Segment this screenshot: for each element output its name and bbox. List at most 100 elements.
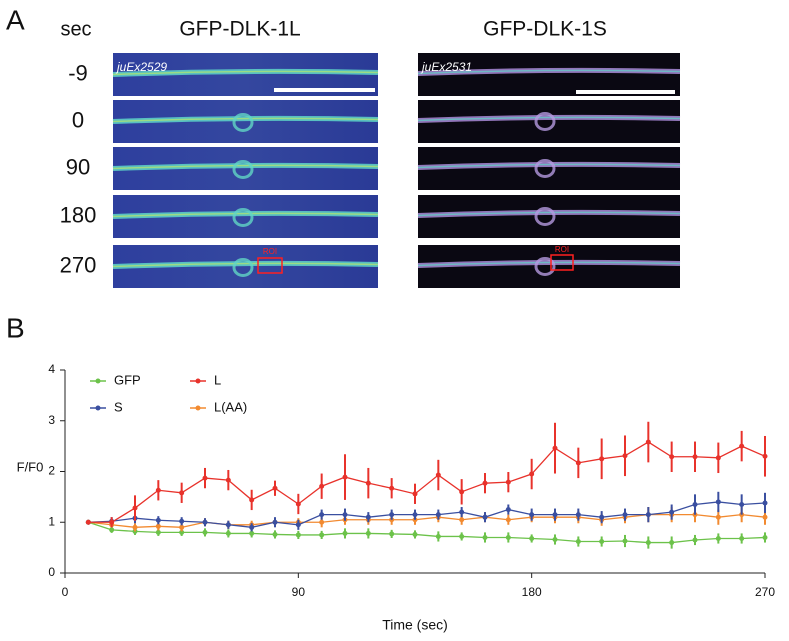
data-point: [272, 531, 278, 537]
data-point: [109, 519, 115, 525]
data-point: [622, 512, 628, 518]
data-point: [365, 530, 371, 536]
data-point: [715, 499, 721, 505]
data-point: [529, 512, 535, 518]
data-point: [249, 530, 255, 536]
data-point: [552, 445, 558, 451]
data-point: [202, 475, 208, 481]
axon-core: [417, 163, 681, 169]
data-point: [482, 480, 488, 486]
data-point: [295, 522, 301, 528]
series-line: [88, 521, 766, 544]
data-point: [155, 517, 161, 523]
data-point: [155, 529, 161, 535]
data-point: [622, 538, 628, 544]
time-header: sec: [60, 18, 91, 40]
y-tick-label: 3: [48, 413, 55, 427]
data-point: [342, 530, 348, 536]
data-point: [249, 524, 255, 530]
data-point: [482, 534, 488, 540]
data-point: [412, 531, 418, 537]
data-point: [155, 487, 161, 493]
data-point: [692, 537, 698, 543]
data-point: [295, 501, 301, 507]
data-point: [272, 519, 278, 525]
data-point: [669, 540, 675, 546]
data-point: [575, 512, 581, 518]
data-point: [295, 532, 301, 538]
data-point: [272, 485, 278, 491]
time-label: -9: [68, 60, 88, 85]
roi-label: ROI: [555, 245, 569, 254]
data-point: [225, 522, 231, 528]
data-point: [575, 460, 581, 466]
data-point: [505, 517, 511, 523]
axon-core: [417, 69, 681, 75]
data-point: [692, 501, 698, 507]
legend-label: L(AA): [214, 399, 247, 414]
data-point: [645, 439, 651, 445]
data-point: [342, 474, 348, 480]
data-point: [459, 533, 465, 539]
y-tick-label: 0: [48, 565, 55, 579]
x-tick-label: 180: [522, 585, 542, 599]
data-point: [669, 454, 675, 460]
data-point: [505, 534, 511, 540]
column-title: GFP-DLK-1S: [483, 18, 607, 41]
axon-core: [112, 262, 379, 268]
data-point: [552, 537, 558, 543]
data-point: [459, 517, 465, 523]
time-label: 90: [66, 154, 90, 179]
data-point: [715, 455, 721, 461]
axon-core: [417, 211, 681, 217]
data-point: [505, 479, 511, 485]
legend-label: L: [214, 372, 221, 387]
x-tick-label: 270: [755, 585, 775, 599]
data-point: [459, 509, 465, 515]
injury-site: [232, 258, 254, 277]
roi-box: [550, 254, 574, 271]
data-point: [739, 535, 745, 541]
time-label: 270: [60, 252, 97, 277]
data-point: [389, 531, 395, 537]
y-tick-label: 4: [48, 362, 55, 376]
data-point: [179, 518, 185, 524]
injury-site: [232, 160, 254, 179]
time-label: 0: [72, 107, 84, 132]
data-point: [599, 456, 605, 462]
data-point: [225, 530, 231, 536]
data-point: [762, 514, 768, 520]
data-point: [435, 472, 441, 478]
data-point: [132, 524, 138, 530]
data-point: [715, 535, 721, 541]
injury-site: [232, 113, 254, 132]
data-point: [365, 514, 371, 520]
data-point: [389, 485, 395, 491]
data-point: [225, 477, 231, 483]
legend-swatch-dot: [95, 405, 101, 411]
data-point: [739, 443, 745, 449]
injury-site: [534, 257, 556, 276]
time-label: 180: [60, 202, 97, 227]
data-point: [319, 512, 325, 518]
legend-swatch-dot: [95, 378, 101, 384]
data-point: [249, 497, 255, 503]
data-point: [179, 524, 185, 530]
data-point: [85, 519, 91, 525]
data-point: [482, 514, 488, 520]
y-axis-label: F/F0: [17, 459, 44, 474]
injury-site: [534, 159, 556, 178]
data-point: [645, 512, 651, 518]
data-point: [669, 509, 675, 515]
data-point: [412, 512, 418, 518]
roi-label: ROI: [263, 247, 277, 256]
column-title: GFP-DLK-1L: [179, 18, 300, 41]
series-line: [88, 441, 766, 523]
injury-site: [534, 112, 556, 131]
data-point: [529, 471, 535, 477]
data-point: [645, 540, 651, 546]
data-point: [622, 453, 628, 459]
injury-site: [534, 207, 556, 226]
data-point: [132, 505, 138, 511]
